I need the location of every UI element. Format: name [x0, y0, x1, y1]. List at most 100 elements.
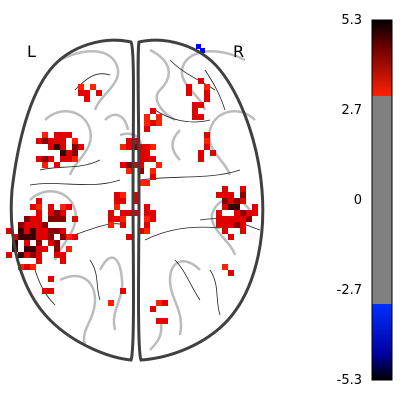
activation-voxel	[222, 264, 228, 270]
colorbar-frame	[371, 19, 393, 381]
activation-voxel	[252, 210, 258, 216]
activation-voxel	[120, 144, 126, 150]
activation-voxel	[156, 162, 162, 168]
activation-voxel	[108, 210, 114, 216]
activation-voxel	[228, 216, 234, 222]
activation-voxel	[228, 234, 234, 240]
activation-voxel	[36, 252, 42, 258]
activation-voxel	[228, 198, 234, 204]
activation-voxel	[150, 210, 156, 216]
activation-voxel	[132, 138, 138, 144]
activation-voxel	[54, 228, 60, 234]
activation-voxel	[66, 234, 72, 240]
activation-voxel	[114, 192, 120, 198]
activation-voxel	[42, 288, 48, 294]
activation-voxel	[198, 156, 204, 162]
activation-voxel	[198, 114, 204, 120]
activation-voxel	[246, 210, 252, 216]
activation-voxel	[6, 228, 12, 234]
activation-voxel	[54, 246, 60, 252]
activation-voxel	[66, 246, 72, 252]
activation-voxel	[108, 222, 114, 228]
activation-voxel	[72, 216, 78, 222]
activation-voxel	[6, 252, 12, 258]
activation-voxel	[144, 180, 150, 186]
activation-voxel	[114, 204, 120, 210]
activation-voxel	[114, 198, 120, 204]
activation-voxel	[222, 186, 228, 192]
activation-voxel	[60, 228, 66, 234]
activation-voxel	[60, 216, 66, 222]
activation-voxel	[222, 198, 228, 204]
activation-voxel	[204, 84, 210, 90]
activation-voxel	[240, 192, 246, 198]
activation-voxel	[24, 246, 30, 252]
activation-voxel	[78, 84, 84, 90]
activation-voxel	[36, 210, 42, 216]
activation-voxel	[192, 108, 198, 114]
activation-voxel	[240, 228, 246, 234]
activation-voxel	[60, 150, 66, 156]
activation-voxel	[42, 138, 48, 144]
activation-voxel	[54, 144, 60, 150]
activation-voxel	[240, 198, 246, 204]
activation-voxel	[120, 162, 126, 168]
activation-voxel	[24, 234, 30, 240]
activation-voxel	[120, 192, 126, 198]
activation-voxel	[72, 234, 78, 240]
activation-voxel	[150, 306, 156, 312]
brain-outline-right	[136, 38, 265, 362]
activation-voxel	[144, 210, 150, 216]
activation-voxel	[72, 138, 78, 144]
activation-voxel	[138, 144, 144, 150]
activation-voxel	[36, 222, 42, 228]
activation-voxel	[252, 204, 258, 210]
activation-voxel	[60, 252, 66, 258]
activation-voxel	[30, 264, 36, 270]
activation-voxel	[222, 222, 228, 228]
activation-voxel	[24, 252, 30, 258]
activation-voxel	[54, 138, 60, 144]
colorbar-positive	[372, 20, 392, 96]
activation-voxel	[240, 186, 246, 192]
activation-voxel	[120, 288, 126, 294]
activation-voxel	[30, 228, 36, 234]
activation-voxel	[48, 288, 54, 294]
activation-voxel	[48, 234, 54, 240]
activation-voxel	[30, 222, 36, 228]
activation-voxel	[240, 210, 246, 216]
activation-voxel	[144, 114, 150, 120]
activation-voxel	[216, 210, 222, 216]
activation-voxel	[126, 210, 132, 216]
activation-voxel	[198, 150, 204, 156]
activation-voxel	[222, 228, 228, 234]
activation-voxel	[150, 144, 156, 150]
activation-voxel	[60, 138, 66, 144]
activation-voxel	[48, 216, 54, 222]
activation-voxel	[48, 228, 54, 234]
deactivation-voxel	[200, 48, 205, 53]
activation-voxel	[24, 216, 30, 222]
right-hemisphere-label: R	[233, 42, 245, 61]
activation-voxel	[54, 210, 60, 216]
activation-voxel	[30, 246, 36, 252]
activation-voxel	[42, 228, 48, 234]
activation-voxel	[72, 156, 78, 162]
activation-voxel	[192, 114, 198, 120]
activation-voxel	[78, 144, 84, 150]
activation-voxel	[234, 222, 240, 228]
activation-voxel	[36, 246, 42, 252]
activation-voxel	[210, 150, 216, 156]
activation-voxel	[144, 228, 150, 234]
activation-voxel	[36, 240, 42, 246]
left-hemisphere-label: L	[27, 42, 36, 61]
activation-voxel	[234, 198, 240, 204]
colorbar-tick-min: -5.3	[336, 373, 362, 388]
brain-outline	[9, 38, 135, 362]
activation-voxel	[36, 234, 42, 240]
activation-voxel	[84, 96, 90, 102]
activation-voxel	[36, 198, 42, 204]
activation-voxel	[156, 114, 162, 120]
activation-voxel	[132, 144, 138, 150]
activation-voxel	[54, 162, 60, 168]
